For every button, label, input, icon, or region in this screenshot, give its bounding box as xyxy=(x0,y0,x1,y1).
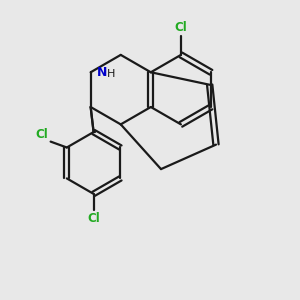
Text: H: H xyxy=(107,69,116,79)
Text: Cl: Cl xyxy=(87,212,100,224)
Text: Cl: Cl xyxy=(175,21,187,34)
Text: Cl: Cl xyxy=(35,128,48,141)
Text: N: N xyxy=(97,66,107,79)
